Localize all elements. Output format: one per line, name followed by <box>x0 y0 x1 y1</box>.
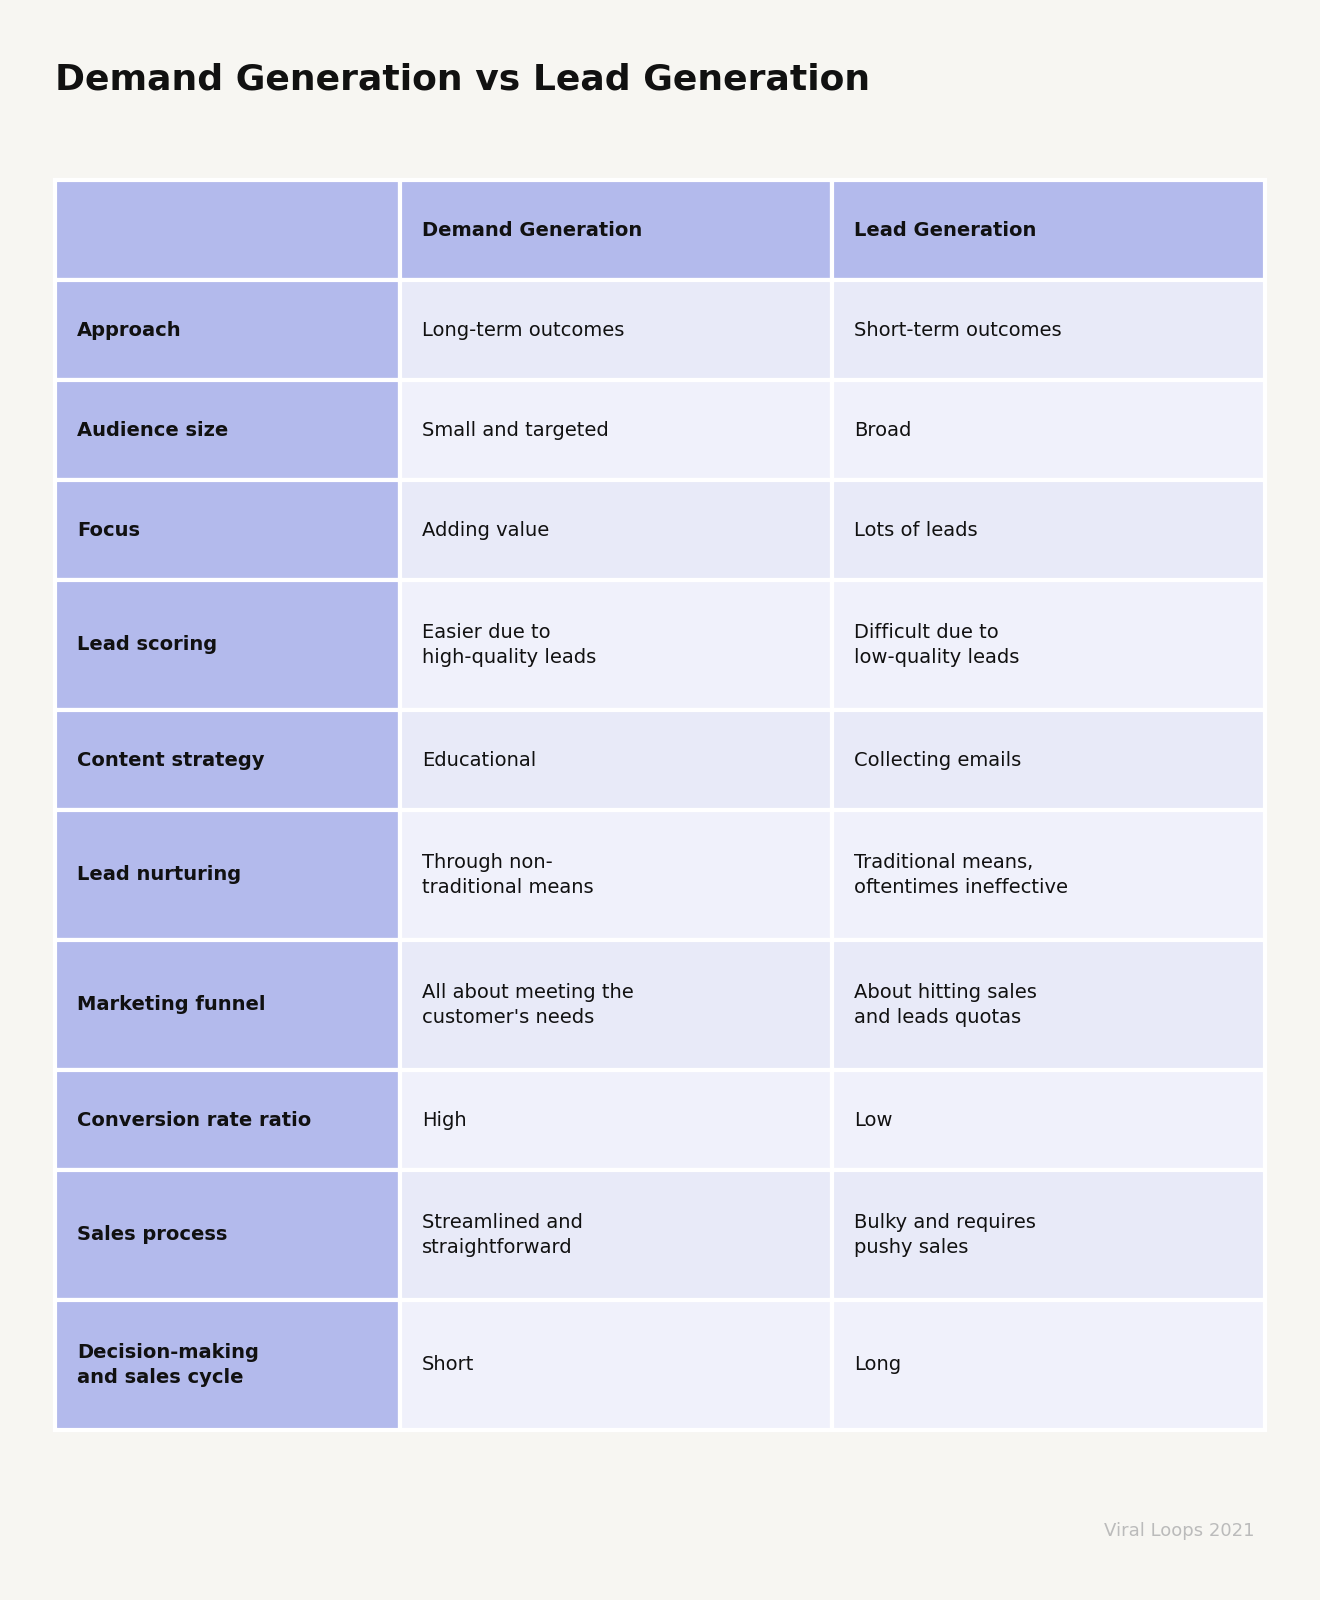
Bar <box>832 179 1265 280</box>
Bar <box>400 810 832 939</box>
Bar <box>400 480 832 579</box>
Bar <box>832 939 1265 1070</box>
Bar <box>55 1299 400 1430</box>
Text: Traditional means,
oftentimes ineffective: Traditional means, oftentimes ineffectiv… <box>854 853 1068 896</box>
Text: Lead Generation: Lead Generation <box>854 221 1036 240</box>
Bar <box>832 810 1265 939</box>
Bar <box>832 1070 1265 1170</box>
Text: Educational: Educational <box>422 750 536 770</box>
Text: Broad: Broad <box>854 421 911 440</box>
Bar <box>832 480 1265 579</box>
Bar <box>55 1070 400 1170</box>
Text: Low: Low <box>854 1110 892 1130</box>
Text: Lots of leads: Lots of leads <box>854 520 977 539</box>
Bar <box>55 710 400 810</box>
Bar <box>400 939 832 1070</box>
Text: Difficult due to
low-quality leads: Difficult due to low-quality leads <box>854 624 1019 667</box>
Text: Lead scoring: Lead scoring <box>77 635 216 654</box>
Text: Lead nurturing: Lead nurturing <box>77 866 242 885</box>
Text: Focus: Focus <box>77 520 140 539</box>
Text: Demand Generation: Demand Generation <box>422 221 642 240</box>
Text: Demand Generation vs Lead Generation: Demand Generation vs Lead Generation <box>55 62 870 98</box>
Text: Short-term outcomes: Short-term outcomes <box>854 320 1061 339</box>
Bar <box>832 1299 1265 1430</box>
Bar <box>55 1170 400 1299</box>
Bar <box>832 280 1265 379</box>
Text: Streamlined and
straightforward: Streamlined and straightforward <box>422 1213 582 1256</box>
Bar <box>55 579 400 710</box>
Bar <box>55 179 400 280</box>
Text: High: High <box>422 1110 466 1130</box>
Text: Decision-making
and sales cycle: Decision-making and sales cycle <box>77 1344 259 1387</box>
Bar <box>55 810 400 939</box>
Text: Audience size: Audience size <box>77 421 228 440</box>
Text: Bulky and requires
pushy sales: Bulky and requires pushy sales <box>854 1213 1036 1256</box>
Bar <box>832 379 1265 480</box>
Bar <box>400 710 832 810</box>
Bar <box>400 280 832 379</box>
Text: Viral Loops 2021: Viral Loops 2021 <box>1105 1522 1255 1539</box>
Text: Short: Short <box>422 1355 474 1374</box>
Bar <box>832 579 1265 710</box>
Text: About hitting sales
and leads quotas: About hitting sales and leads quotas <box>854 984 1036 1027</box>
Text: Long-term outcomes: Long-term outcomes <box>422 320 624 339</box>
Text: Sales process: Sales process <box>77 1226 227 1245</box>
Bar <box>55 480 400 579</box>
Text: Easier due to
high-quality leads: Easier due to high-quality leads <box>422 624 597 667</box>
Bar <box>400 379 832 480</box>
Bar <box>400 1070 832 1170</box>
Bar <box>832 1170 1265 1299</box>
Bar <box>55 280 400 379</box>
Text: Through non-
traditional means: Through non- traditional means <box>422 853 594 896</box>
Bar <box>400 1170 832 1299</box>
Text: All about meeting the
customer's needs: All about meeting the customer's needs <box>422 984 634 1027</box>
Text: Content strategy: Content strategy <box>77 750 264 770</box>
Text: Approach: Approach <box>77 320 182 339</box>
Text: Marketing funnel: Marketing funnel <box>77 995 265 1014</box>
Bar <box>55 379 400 480</box>
Bar <box>400 1299 832 1430</box>
Text: Adding value: Adding value <box>422 520 549 539</box>
Bar <box>400 179 832 280</box>
Text: Conversion rate ratio: Conversion rate ratio <box>77 1110 312 1130</box>
Text: Long: Long <box>854 1355 902 1374</box>
Text: Small and targeted: Small and targeted <box>422 421 609 440</box>
Text: Collecting emails: Collecting emails <box>854 750 1022 770</box>
Bar <box>832 710 1265 810</box>
Bar <box>400 579 832 710</box>
Bar <box>55 939 400 1070</box>
